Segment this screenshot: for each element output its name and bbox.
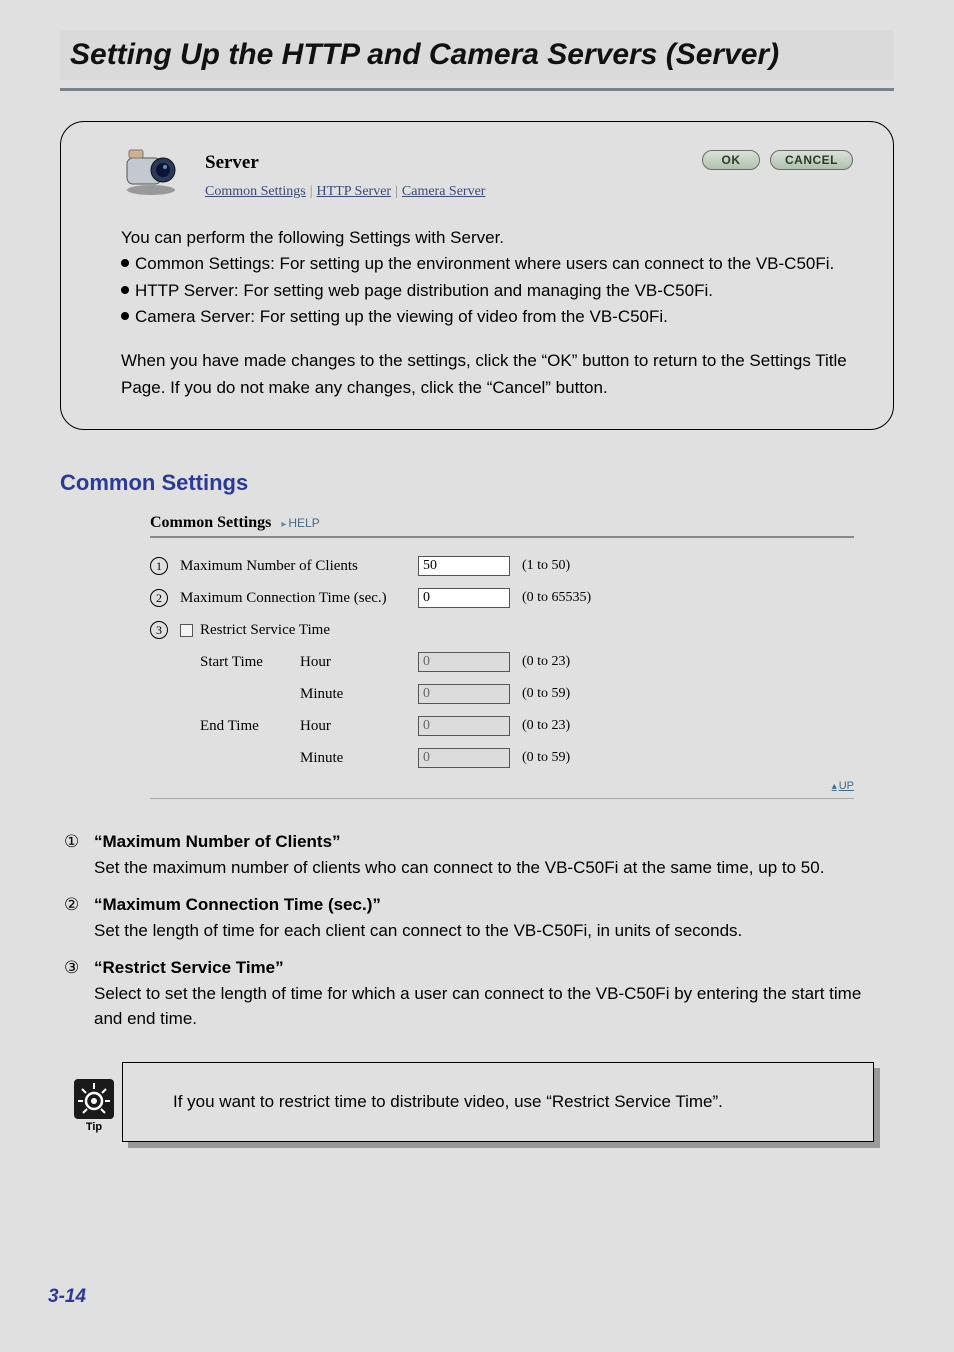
- server-bullet-1-text: Common Settings: For setting up the envi…: [135, 251, 834, 277]
- help-link[interactable]: HELP: [281, 516, 319, 530]
- range-end-minute: (0 to 59): [522, 750, 570, 766]
- label-end-time: End Time: [180, 718, 300, 735]
- panel-title: Common Settings: [150, 514, 271, 532]
- badge-3: 3: [150, 621, 168, 639]
- server-footer-text: When you have made changes to the settin…: [121, 348, 853, 401]
- tip-label: Tip: [69, 1121, 119, 1133]
- label-start-time: Start Time: [180, 654, 300, 671]
- badge-1: 1: [150, 557, 168, 575]
- desc-title-3: “Restrict Service Time”: [94, 958, 284, 977]
- link-http-server[interactable]: HTTP Server: [317, 184, 392, 199]
- page-number: 3-14: [48, 1286, 86, 1308]
- desc-num-2: ②: [64, 892, 86, 943]
- input-max-conn[interactable]: [418, 588, 510, 608]
- page-title: Setting Up the HTTP and Camera Servers (…: [70, 38, 779, 71]
- desc-num-3: ③: [64, 955, 86, 1032]
- label-max-conn: Maximum Connection Time (sec.): [180, 590, 418, 607]
- input-max-clients[interactable]: [418, 556, 510, 576]
- server-intro: You can perform the following Settings w…: [121, 225, 853, 251]
- server-bullet-3: Camera Server: For setting up the viewin…: [121, 304, 853, 330]
- input-start-minute[interactable]: [418, 684, 510, 704]
- desc-title-2: “Maximum Connection Time (sec.)”: [94, 895, 381, 914]
- title-rule: [60, 88, 894, 91]
- tip-box: Tip If you want to restrict time to dist…: [68, 1062, 874, 1142]
- input-end-hour[interactable]: [418, 716, 510, 736]
- title-bar: Setting Up the HTTP and Camera Servers (…: [60, 30, 894, 80]
- range-start-hour: (0 to 23): [522, 654, 570, 670]
- link-camera-server[interactable]: Camera Server: [402, 184, 486, 199]
- range-start-minute: (0 to 59): [522, 686, 570, 702]
- server-bullet-2-text: HTTP Server: For setting web page distri…: [135, 278, 713, 304]
- server-bullet-3-text: Camera Server: For setting up the viewin…: [135, 304, 668, 330]
- desc-body-1: Set the maximum number of clients who ca…: [94, 858, 824, 877]
- server-bullet-1: Common Settings: For setting up the envi…: [121, 251, 853, 277]
- range-max-clients: (1 to 50): [522, 558, 570, 574]
- server-bullet-2: HTTP Server: For setting web page distri…: [121, 278, 853, 304]
- common-settings-panel: Common Settings HELP 1 Maximum Number of…: [150, 514, 854, 799]
- range-max-conn: (0 to 65535): [522, 590, 591, 606]
- server-heading: Server: [205, 152, 678, 174]
- label-start-minute: Minute: [300, 686, 418, 703]
- input-start-hour[interactable]: [418, 652, 510, 672]
- label-start-hour: Hour: [300, 654, 418, 671]
- range-end-hour: (0 to 23): [522, 718, 570, 734]
- badge-2: 2: [150, 589, 168, 607]
- label-max-clients: Maximum Number of Clients: [180, 558, 418, 575]
- section-heading-common: Common Settings: [60, 470, 894, 496]
- server-box: Server Common Settings|HTTP Server|Camer…: [60, 121, 894, 430]
- tip-icon: [74, 1079, 114, 1119]
- tip-text: If you want to restrict time to distribu…: [173, 1092, 723, 1112]
- input-end-minute[interactable]: [418, 748, 510, 768]
- desc-num-1: ①: [64, 829, 86, 880]
- checkbox-restrict[interactable]: [180, 624, 193, 637]
- ok-button[interactable]: OK: [702, 150, 760, 170]
- up-link[interactable]: UP: [150, 780, 854, 792]
- label-end-minute: Minute: [300, 750, 418, 767]
- desc-title-1: “Maximum Number of Clients”: [94, 832, 341, 851]
- link-common-settings[interactable]: Common Settings: [205, 184, 306, 199]
- cancel-button[interactable]: CANCEL: [770, 150, 853, 170]
- label-restrict: Restrict Service Time: [200, 622, 330, 639]
- label-end-hour: Hour: [300, 718, 418, 735]
- desc-body-2: Set the length of time for each client c…: [94, 921, 742, 940]
- camera-icon: [121, 146, 181, 201]
- server-nav-links: Common Settings|HTTP Server|Camera Serve…: [205, 184, 678, 200]
- description-list: ① “Maximum Number of Clients” Set the ma…: [64, 829, 894, 1032]
- desc-body-3: Select to set the length of time for whi…: [94, 984, 861, 1029]
